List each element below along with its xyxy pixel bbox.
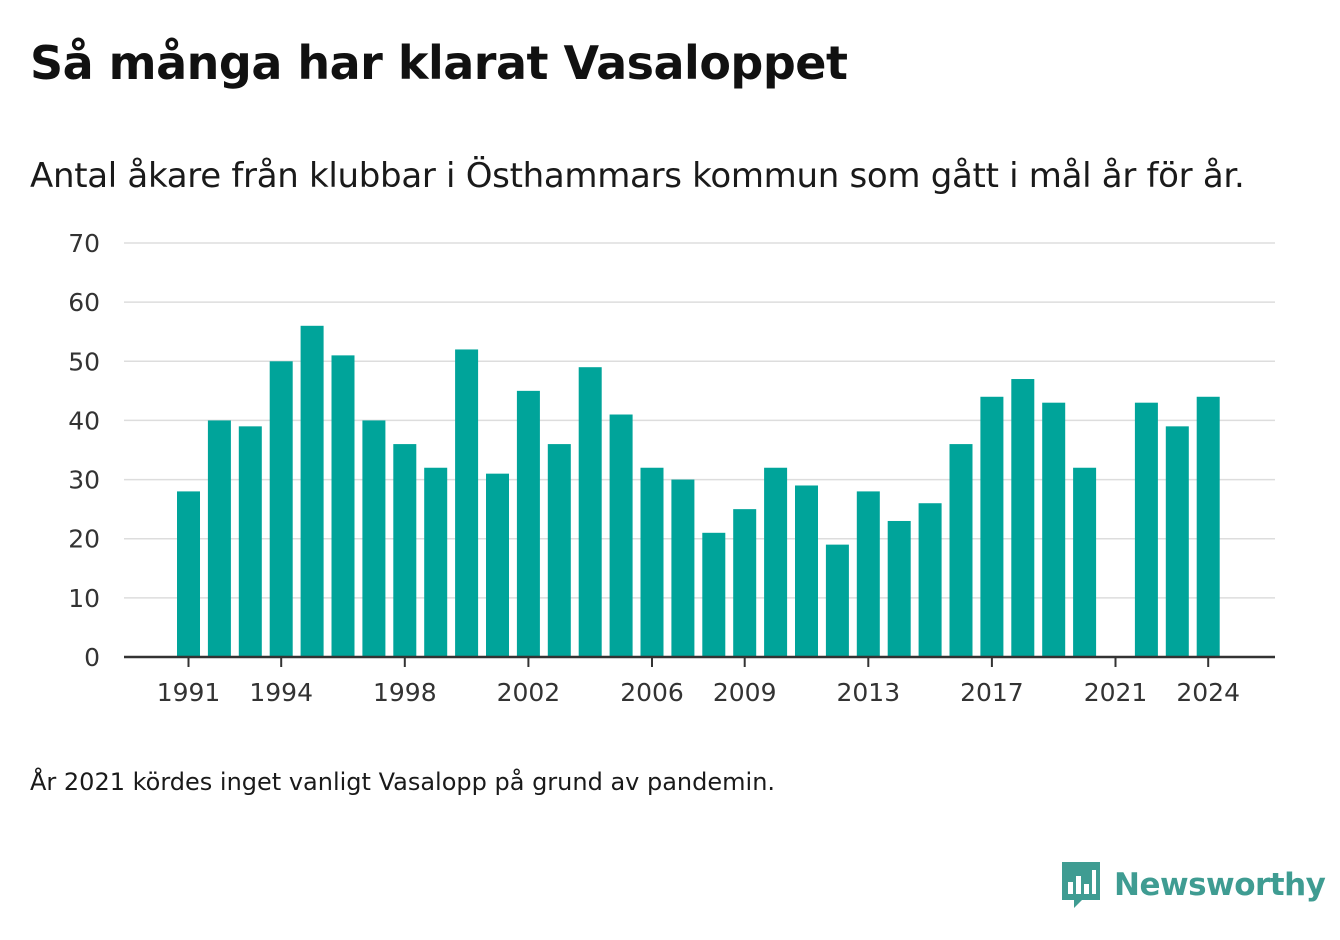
chart-title: Så många har klarat Vasaloppet [30, 36, 848, 90]
x-tick-label: 2021 [1084, 678, 1148, 707]
x-tick-label: 2009 [713, 678, 777, 707]
bar-1992 [207, 420, 231, 657]
y-tick-label: 70 [68, 229, 100, 258]
bar-2020 [1073, 467, 1097, 657]
chart-subtitle: Antal åkare från klubbar i Östhammars ko… [30, 156, 1245, 196]
bars [177, 325, 1220, 657]
bar-1998 [393, 444, 417, 657]
x-tick-label: 1994 [249, 678, 313, 707]
y-tick-label: 10 [68, 584, 100, 613]
bar-1993 [238, 426, 262, 657]
brand-name: Newsworthy [1114, 867, 1326, 903]
x-tick-label: 2013 [836, 678, 900, 707]
bar-2010 [764, 467, 788, 657]
bar-2011 [795, 485, 818, 657]
y-tick-label: 30 [68, 466, 100, 495]
bar-2003 [547, 444, 571, 657]
bar-1997 [362, 420, 386, 657]
x-tick-label: 2006 [620, 678, 684, 707]
x-tick-label: 1991 [157, 678, 221, 707]
y-axis-ticks: 0 10 20 30 40 50 60 70 [68, 229, 100, 672]
x-tick-label: 2002 [497, 678, 561, 707]
y-tick-label: 50 [68, 347, 100, 376]
bar-2012 [825, 544, 849, 657]
bar-2016 [949, 444, 973, 657]
bar-2017 [980, 396, 1004, 657]
bar-2015 [918, 503, 942, 657]
bar-2004 [578, 367, 602, 657]
y-tick-label: 0 [84, 643, 100, 672]
x-tick-label: 1998 [373, 678, 437, 707]
bar-2001 [486, 473, 509, 657]
bar-1994 [269, 361, 293, 657]
bar-2005 [609, 414, 633, 657]
bar-2014 [887, 520, 911, 657]
bar-2006 [640, 467, 664, 657]
bar-2013 [856, 491, 880, 657]
x-tick-label: 2017 [960, 678, 1024, 707]
y-tick-label: 60 [68, 288, 100, 317]
bar-1991 [177, 491, 200, 657]
x-tick-label: 2024 [1176, 678, 1240, 707]
bar-2009 [733, 509, 757, 657]
bar-1999 [424, 467, 448, 657]
bar-2019 [1042, 402, 1066, 657]
bar-chart: 0 10 20 30 40 50 60 70 1991 1994 1998 2002 2006 2009… [68, 229, 1275, 707]
footnote: År 2021 kördes inget vanligt Vasalopp på… [30, 768, 776, 796]
bar-2022 [1134, 402, 1158, 657]
brand-logo: Newsworthy [1060, 860, 1326, 910]
bar-2002 [516, 390, 540, 657]
y-tick-label: 20 [68, 525, 100, 554]
newsworthy-logo-icon [1062, 862, 1100, 908]
bar-2018 [1011, 379, 1035, 657]
x-axis-ticks: 1991 1994 1998 2002 2006 2009 2013 2017 2021 2024 [157, 657, 1240, 707]
y-tick-label: 40 [68, 406, 100, 435]
bar-2023 [1165, 426, 1189, 657]
bar-2024 [1196, 396, 1220, 657]
bar-1996 [331, 355, 355, 657]
bar-2007 [671, 479, 695, 657]
bar-2008 [702, 532, 726, 657]
bar-1995 [300, 325, 324, 657]
bar-2000 [455, 349, 479, 657]
gridlines [124, 242, 1275, 599]
